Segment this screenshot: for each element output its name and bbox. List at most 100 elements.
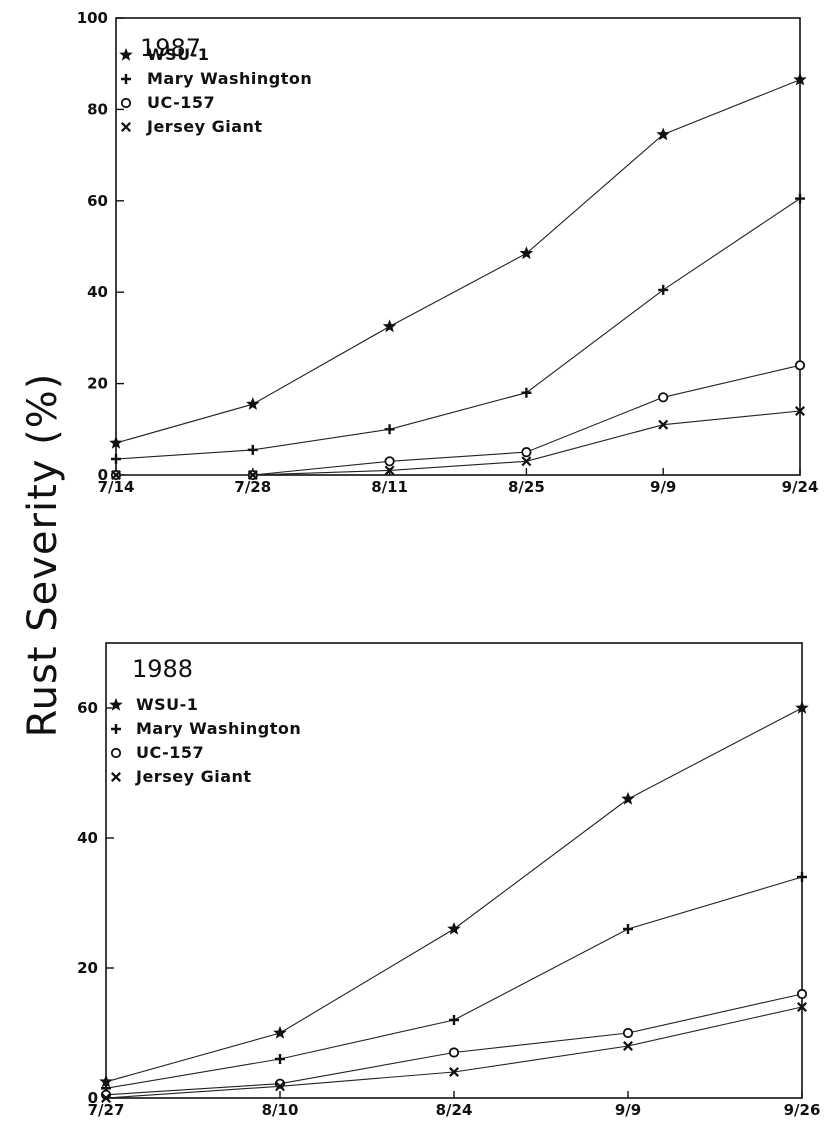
legend-label: Jersey Giant [135,767,252,786]
x-tick-label: 8/10 [262,1101,299,1119]
legend-marker [120,97,132,109]
x-tick-label: 8/24 [436,1101,473,1119]
legend-label: Mary Washington [147,69,312,88]
x-tick-label: 9/24 [782,478,819,496]
y-tick-label: 0 [88,1089,98,1107]
data-point [795,700,809,714]
chart-panel-1987: 0 20 40 60 80 100 7/14 7/28 8/11 8/25 9/9 9/24 1987W… [77,9,819,496]
data-point [384,424,395,435]
data-point [797,1002,807,1012]
legend-label: WSU-1 [136,695,198,714]
series-mary-washington [111,193,805,465]
plot-frame [115,17,801,476]
y-tick-label: 20 [77,959,98,977]
data-point [621,791,635,805]
data-point [623,1041,633,1051]
legend-label: WSU-1 [147,45,209,64]
series-line [115,198,801,460]
legend-label: UC-157 [147,93,215,112]
data-point [658,392,669,403]
legend-label: UC-157 [136,743,204,762]
y-tick-label: 0 [98,466,108,484]
x-tick-label: 9/9 [615,1101,641,1119]
data-point [247,444,258,455]
data-point [658,284,669,295]
data-point [111,454,121,465]
y-tick-label: 80 [87,100,108,118]
data-point [449,1067,459,1077]
y-tick-label: 60 [77,699,98,717]
x-tick-label: 7/28 [234,478,271,496]
data-point [448,1047,460,1058]
legend-label: Mary Washington [136,719,301,738]
data-point [384,465,395,476]
chart-title: 1987 [140,34,201,62]
data-point [521,387,532,398]
x-tick-label: 7/27 [88,1101,125,1119]
x-tick-label: 8/11 [371,478,408,496]
y-axis-label: Rust Severity (%) [20,373,66,738]
data-point [658,419,669,430]
legend-marker [121,122,131,132]
data-point [622,1027,634,1039]
data-point [247,470,258,480]
data-point [109,435,123,449]
legend-marker [110,747,122,759]
series-line [105,993,803,1096]
legend-marker [111,724,121,734]
series-uc-157 [110,360,806,481]
data-point [246,397,260,410]
data-point [797,872,807,882]
legend-marker [111,772,121,782]
series-mary-washington [101,872,807,1094]
series-uc-157 [100,988,808,1100]
plot-frame [105,642,803,1099]
y-tick-label: 60 [87,192,108,210]
series-line [105,707,803,1083]
data-point [382,319,397,333]
y-tick-label: 40 [77,829,98,847]
series-jersey-giant [101,1002,807,1103]
legend-marker [109,697,123,711]
data-point [449,1015,459,1025]
data-point [275,1054,285,1064]
data-point [793,72,807,86]
x-tick-label: 9/9 [650,478,676,496]
chart-panel-1988: 0 20 40 60 7/27 8/10 8/24 9/9 9/26 1988 WSU-1 Mary … [77,642,821,1119]
data-point [623,924,633,934]
y-tick-label: 100 [77,9,108,27]
data-point [101,1093,111,1103]
series-line [115,79,801,444]
series-jersey-giant [111,406,805,480]
legend: WSU-1 Mary Washington UC-157 Jersey Giant [119,45,312,136]
data-point [519,246,534,260]
x-tick-label: 7/14 [98,478,135,496]
y-tick-label: 20 [87,375,108,393]
legend-marker [119,47,133,61]
data-point [795,193,805,204]
chart-title: 1988 [132,655,193,683]
data-point [521,456,532,467]
data-point [794,360,806,371]
legend-marker [121,74,131,84]
series-wsu-1 [109,72,807,449]
x-tick-label: 9/26 [784,1101,821,1119]
data-point [275,1081,285,1092]
data-point [656,127,670,141]
series-line [116,410,801,476]
x-tick-label: 8/25 [508,478,545,496]
data-point [447,921,461,935]
y-tick-label: 40 [87,283,108,301]
series-wsu-1 [99,700,809,1088]
legend-label: Jersey Giant [146,117,263,136]
data-point [796,988,808,1000]
series-line [116,364,801,476]
data-point [521,447,532,458]
data-point [795,406,805,416]
data-point [273,1025,287,1039]
legend: WSU-1 Mary Washington UC-157 Jersey Giant [109,695,301,786]
data-point [111,470,121,480]
data-point [384,456,395,467]
